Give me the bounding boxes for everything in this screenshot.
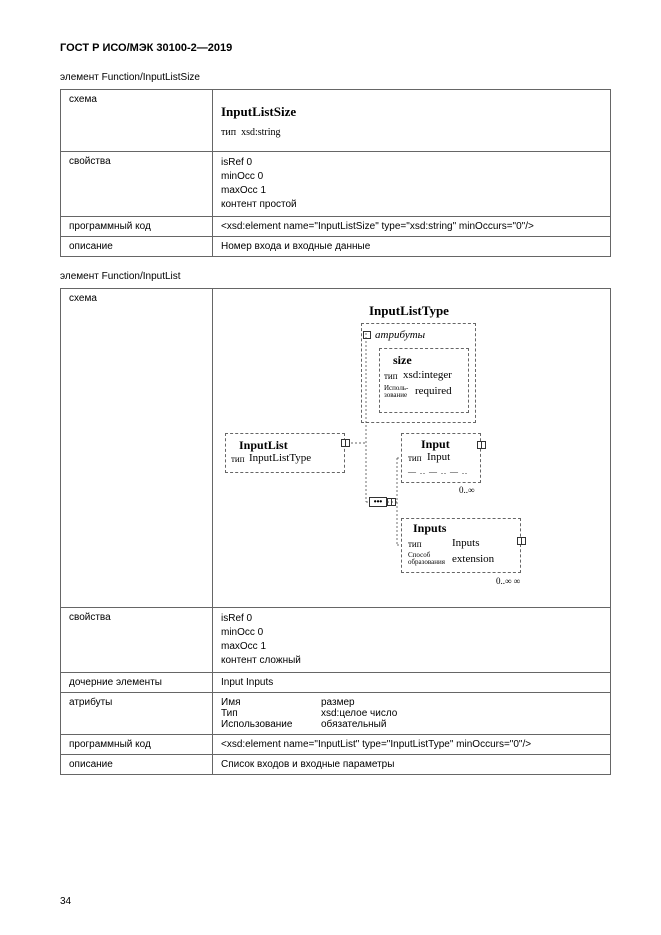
row-schema-value: InputListSize тип xsd:string [213,90,611,152]
attributes-label: атрибуты [375,329,425,341]
section1-title: элемент Function/InputListSize [60,72,611,83]
row2-code-value: <xsd:element name="InputList" type="Inpu… [213,734,611,754]
inputs-connector-icon [517,537,527,545]
inputs-sposob-label: Способ образования [408,552,445,566]
page-header: ГОСТ Р ИСО/МЭК 30100-2—2019 [60,42,611,54]
inputlist-tip-label: тип [231,454,245,464]
schema-diagram: InputListType атрибуты size тип xsd:inte… [221,293,602,603]
row-code-label: программный код [61,216,213,236]
type-value: xsd:string [241,127,280,138]
schema-title: InputListSize [221,102,602,123]
inputlist-type-value: InputListType [249,452,311,464]
row-desc-value: Номер входа и входные данные [213,236,611,256]
row-code-value: <xsd:element name="InputListSize" type="… [213,216,611,236]
inputs-tip-label: тип [408,539,422,549]
row2-attr-label: атрибуты [61,692,213,734]
inputs-extension-value: extension [452,553,494,565]
inputs-zeroinf: 0..∞ ∞ [496,576,520,586]
size-tip-label: тип [384,371,398,381]
input-zeroinf: 0..∞ [459,485,474,495]
row2-schema-value: InputListType атрибуты size тип xsd:inte… [213,288,611,607]
table-inputlistsize: схема InputListSize тип xsd:string свойс… [60,89,611,257]
row2-props-value: isRef 0 minOcc 0 maxOcc 1 контент сложны… [213,607,611,672]
dots-connector-icon [387,498,397,506]
row2-child-label: дочерние элементы [61,672,213,692]
inputlist-connector-icon [341,439,351,447]
row2-desc-label: описание [61,754,213,774]
section2-title: элемент Function/InputList [60,271,611,282]
row2-desc-value: Список входов и входные параметры [213,754,611,774]
input-dash-line: — .. — .. — .. [408,467,468,476]
inputlist-label: InputList [239,438,288,453]
row2-child-value: Input Inputs [213,672,611,692]
input-connector-icon [477,441,487,449]
size-ispol-label: Исполь- зование [384,385,408,399]
row2-code-label: программный код [61,734,213,754]
input-tip-label: тип [408,453,422,463]
row2-attr-value: Имяразмер Типxsd:целое число Использован… [213,692,611,734]
row-schema-label: схема [61,90,213,152]
type-label: тип [221,127,236,138]
input-label: Input [421,437,450,452]
row-desc-label: описание [61,236,213,256]
page-number: 34 [60,896,71,907]
size-required-value: required [415,385,452,397]
dots-icon: ••• [369,497,387,507]
row2-schema-label: схема [61,288,213,607]
diagram-inputlisttype: InputListType [369,303,449,319]
size-label: size [393,353,412,368]
row2-props-label: свойства [61,607,213,672]
row-props-label: свойства [61,151,213,216]
input-type-value: Input [427,451,450,463]
inputs-type-value: Inputs [452,537,480,549]
row-props-value: isRef 0 minOcc 0 maxOcc 1 контент просто… [213,151,611,216]
table-inputlist: схема InputListType атрибуты size тип xs… [60,288,611,775]
size-type-value: xsd:integer [403,369,452,381]
inputs-label: Inputs [413,521,446,536]
attr-connector-icon [363,331,371,339]
